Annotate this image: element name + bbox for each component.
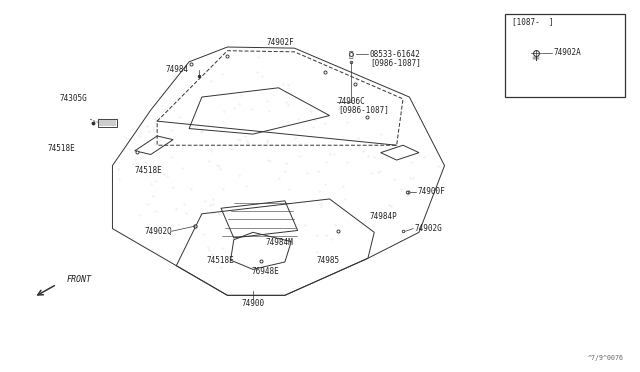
Text: ^7/9^0076: ^7/9^0076: [588, 355, 623, 361]
Text: Ⓢ: Ⓢ: [348, 50, 353, 59]
Text: [0986-1087]: [0986-1087]: [370, 58, 420, 67]
Text: 74984M: 74984M: [266, 238, 294, 247]
Text: 74902G: 74902G: [415, 224, 442, 233]
Text: 74902Q: 74902Q: [145, 227, 172, 236]
Bar: [505, 14, 625, 97]
Text: 74900F: 74900F: [417, 187, 445, 196]
Text: [1087-  ]: [1087- ]: [511, 17, 553, 26]
Text: FRONT: FRONT: [67, 275, 92, 284]
Text: 74900: 74900: [241, 299, 264, 308]
Text: 76948E: 76948E: [252, 267, 280, 276]
Bar: [98, 119, 117, 128]
Text: 74985: 74985: [317, 256, 340, 265]
Text: 74902A: 74902A: [553, 48, 581, 57]
Text: 74902F: 74902F: [266, 38, 294, 47]
Text: 08533-61642: 08533-61642: [370, 50, 420, 59]
Text: 74906C: 74906C: [338, 97, 365, 106]
Text: 74518E: 74518E: [206, 256, 234, 265]
Text: 74984: 74984: [166, 65, 189, 74]
Text: 74518E: 74518E: [47, 144, 75, 153]
Text: 74305G: 74305G: [60, 94, 87, 103]
Text: 74984P: 74984P: [370, 212, 397, 221]
Text: 74518E: 74518E: [135, 166, 163, 174]
Text: [0986-1087]: [0986-1087]: [338, 105, 388, 114]
